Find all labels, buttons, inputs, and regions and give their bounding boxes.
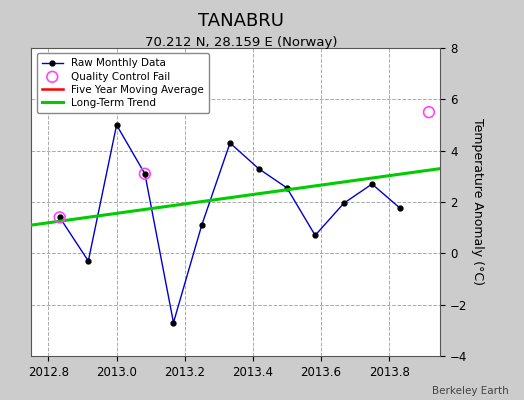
Y-axis label: Temperature Anomaly (°C): Temperature Anomaly (°C): [471, 118, 484, 286]
Raw Monthly Data: [113, 122, 119, 127]
Text: Berkeley Earth: Berkeley Earth: [432, 386, 508, 396]
Raw Monthly Data: [57, 215, 63, 220]
Quality Control Fail: [140, 170, 149, 177]
Text: TANABRU: TANABRU: [198, 12, 284, 30]
Raw Monthly Data: [85, 259, 92, 264]
Raw Monthly Data: [227, 140, 233, 145]
Legend: Raw Monthly Data, Quality Control Fail, Five Year Moving Average, Long-Term Tren: Raw Monthly Data, Quality Control Fail, …: [37, 53, 209, 113]
Raw Monthly Data: [256, 166, 262, 171]
Raw Monthly Data: [283, 186, 290, 190]
Quality Control Fail: [56, 214, 64, 221]
Line: Raw Monthly Data: Raw Monthly Data: [57, 122, 403, 325]
Raw Monthly Data: [341, 201, 347, 206]
Quality Control Fail: [425, 109, 433, 115]
Raw Monthly Data: [397, 206, 403, 211]
Text: 70.212 N, 28.159 E (Norway): 70.212 N, 28.159 E (Norway): [145, 36, 337, 49]
Raw Monthly Data: [312, 233, 318, 238]
Raw Monthly Data: [199, 223, 205, 228]
Raw Monthly Data: [141, 171, 148, 176]
Raw Monthly Data: [369, 182, 375, 186]
Raw Monthly Data: [170, 320, 177, 325]
